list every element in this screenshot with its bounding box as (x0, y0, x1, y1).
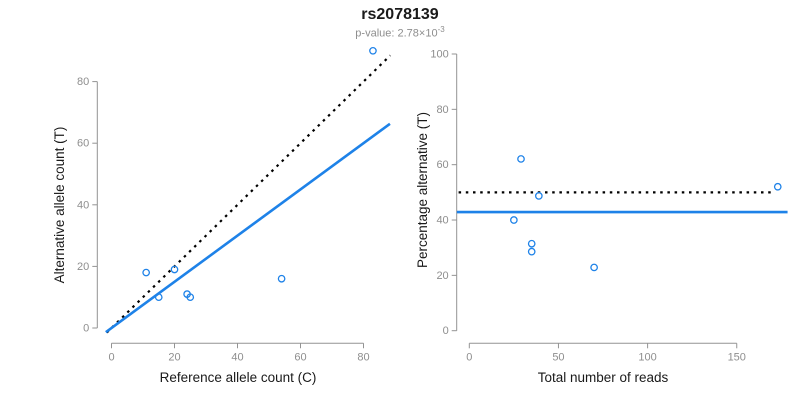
plot-title: rs2078139 (361, 6, 439, 23)
data-point (534, 192, 543, 200)
x-tick-label: 150 (728, 351, 746, 363)
data-point (517, 155, 525, 163)
data-point (527, 239, 536, 248)
data-point (773, 182, 782, 191)
y-tick-label: 80 (436, 104, 448, 116)
p-value-text: p-value: 2.78×10 (355, 27, 438, 40)
data-point (154, 293, 163, 302)
data-point (186, 293, 195, 302)
x-tick-label: 60 (294, 351, 306, 363)
data-point (369, 46, 377, 55)
y-tick-label: 0 (83, 323, 89, 335)
y-tick-label: 60 (436, 159, 448, 171)
fit-line (105, 122, 391, 334)
data-point (170, 265, 179, 274)
x-tick-label: 20 (168, 351, 180, 363)
right-x-axis-title: Total number of reads (537, 370, 669, 385)
x-tick-label: 0 (108, 351, 114, 363)
identity-line (106, 54, 392, 334)
left-y-axis-title: Alternative allele count (T) (52, 126, 67, 284)
x-tick-label: 100 (638, 351, 656, 363)
y-tick-label: 20 (436, 270, 448, 282)
left-x-axis-title: Reference allele count (C) (159, 370, 317, 385)
y-tick-label: 40 (436, 215, 448, 227)
right-y-axis-title: Percentage alternative (T) (415, 111, 430, 269)
x-tick-label: 40 (231, 351, 243, 363)
data-point (510, 216, 518, 224)
p-value-exponent: -3 (437, 25, 445, 34)
y-tick-label: 60 (77, 138, 89, 150)
x-tick-label: 0 (466, 351, 472, 363)
right-scatter-panel: 0 20 40 60 80 100 0 50 100 150 (430, 49, 788, 363)
x-tick-label: 50 (552, 351, 564, 363)
y-tick-label: 20 (77, 261, 89, 273)
data-point (590, 263, 598, 272)
y-tick-label: 40 (77, 199, 89, 211)
x-tick-label: 80 (357, 351, 369, 363)
y-tick-label: 100 (430, 49, 448, 61)
y-tick-label: 0 (443, 325, 449, 337)
left-scatter-panel: 0 20 40 60 80 0 20 40 60 80 (77, 46, 392, 363)
data-point (527, 247, 536, 256)
y-tick-label: 80 (77, 76, 89, 88)
data-point (142, 268, 150, 277)
plot-subtitle: p-value: 2.78×10-3 (0, 25, 800, 40)
data-point (277, 274, 286, 283)
